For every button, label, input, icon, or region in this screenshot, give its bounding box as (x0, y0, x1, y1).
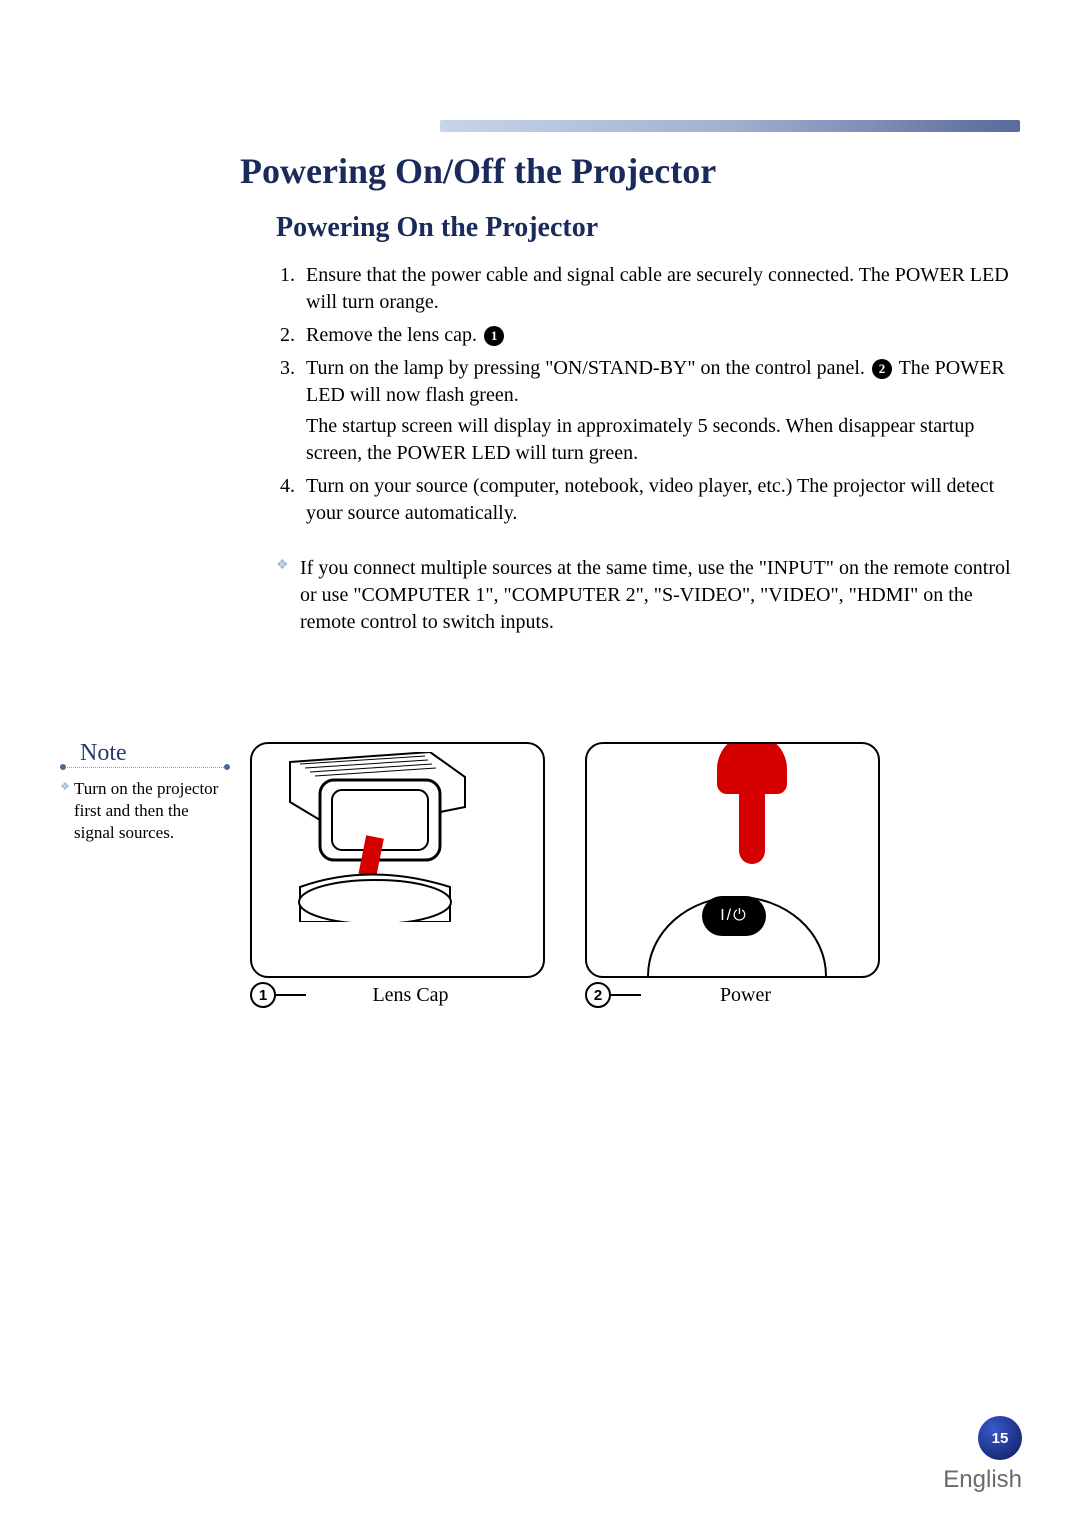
step-2: Remove the lens cap. 1 (300, 322, 1020, 349)
language-label: English (943, 1466, 1022, 1494)
step-4: Turn on your source (computer, notebook,… (300, 473, 1020, 527)
step-1: Ensure that the power cable and signal c… (300, 262, 1020, 316)
note-label: Note (60, 740, 230, 768)
figure-1: 1 Lens Cap (250, 742, 545, 1008)
finger-press-icon (717, 742, 787, 874)
lens-cap-illustration (280, 752, 480, 922)
step-text: Remove the lens cap. (306, 324, 482, 346)
circled-two-icon: 2 (872, 359, 892, 379)
step-text: Turn on the lamp by pressing "ON/STAND-B… (306, 357, 870, 379)
instruction-list: Ensure that the power cable and signal c… (276, 262, 1020, 527)
panel-arc (647, 896, 827, 978)
note-sidebar: Note Turn on the projector first and the… (60, 740, 230, 844)
page-title: Powering On/Off the Projector (240, 150, 1020, 192)
step-text: Turn on your source (computer, notebook,… (306, 475, 994, 524)
figure-1-caption: Lens Cap (276, 984, 545, 1007)
section-title: Powering On the Projector (276, 212, 1020, 244)
page-footer: 15 English (943, 1416, 1022, 1494)
step-3: Turn on the lamp by pressing "ON/STAND-B… (300, 355, 1020, 467)
figure-2: I/⏻ 2 Power (585, 742, 880, 1008)
figure-1-box (250, 742, 545, 978)
figure-2-caption: Power (611, 984, 880, 1007)
figures-row: 1 Lens Cap I/⏻ 2 Power (250, 742, 1020, 1008)
note-text: Turn on the projector first and then the… (60, 778, 230, 844)
step-paragraph: The startup screen will display in appro… (306, 413, 1020, 467)
step-text: Ensure that the power cable and signal c… (306, 264, 1009, 313)
figure-1-number: 1 (250, 982, 276, 1008)
figure-2-number: 2 (585, 982, 611, 1008)
figure-2-box: I/⏻ (585, 742, 880, 978)
circled-one-icon: 1 (484, 326, 504, 346)
header-gradient-bar (440, 120, 1020, 132)
tip-text: If you connect multiple sources at the s… (276, 555, 1020, 636)
page-number-badge: 15 (978, 1416, 1022, 1460)
main-content: Powering On/Off the Projector Powering O… (240, 150, 1020, 636)
